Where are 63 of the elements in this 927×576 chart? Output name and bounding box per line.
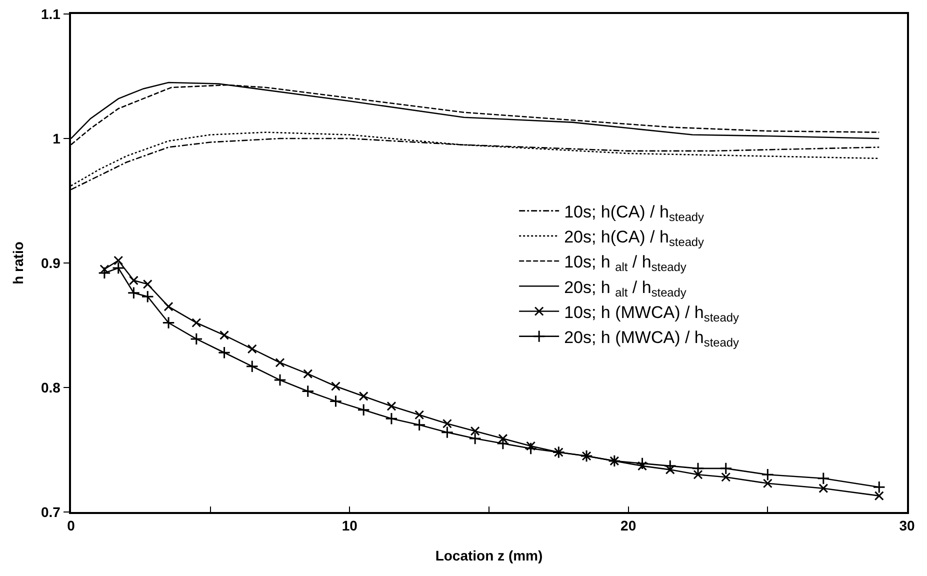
x-axis-title: Location z (mm) [435, 547, 543, 564]
y-tick-label: 0.8 [40, 379, 61, 396]
point [385, 412, 398, 425]
point [220, 330, 230, 340]
point [720, 462, 732, 475]
point [762, 478, 772, 488]
point [412, 418, 426, 432]
point [386, 401, 396, 411]
point [128, 276, 138, 286]
point [112, 262, 125, 274]
y-tick-label: 1 [52, 130, 61, 146]
point [442, 418, 452, 428]
point [246, 360, 258, 373]
point [440, 426, 454, 439]
point [470, 426, 480, 436]
point [526, 441, 536, 451]
point [638, 461, 648, 471]
point [693, 470, 703, 480]
point [247, 344, 257, 354]
point [142, 279, 152, 289]
x-tick-label: 20 [620, 518, 636, 534]
point [329, 394, 342, 408]
point [817, 472, 830, 485]
y-tick-label: 0.9 [40, 254, 61, 271]
point [98, 266, 111, 280]
x-tick-label: 0 [67, 518, 76, 534]
point [162, 316, 175, 330]
point [302, 384, 314, 398]
point [358, 391, 368, 401]
point [330, 382, 340, 391]
point [414, 410, 424, 420]
legend-label: 20s; h $_{alt}$ / h$_{steady}$ [564, 278, 686, 300]
point [468, 432, 482, 445]
point [141, 290, 154, 303]
point [761, 468, 774, 481]
point [874, 491, 884, 501]
point [192, 318, 202, 328]
point [127, 286, 140, 300]
legend-label: 10s; h (MWCA) / h$_{steady}$ [564, 302, 739, 324]
point [524, 442, 538, 455]
point [721, 472, 731, 482]
x-tick-label: 10 [342, 518, 358, 534]
y-axis-title: h ratio [10, 242, 26, 284]
point [164, 302, 174, 312]
point [303, 369, 313, 379]
y-tick-label: 1.1 [40, 6, 61, 22]
point [218, 346, 231, 359]
point [274, 374, 286, 386]
point [665, 464, 675, 474]
y-tick-label: 0.7 [40, 504, 61, 520]
point [818, 484, 828, 494]
point [275, 358, 285, 368]
legend-label: 20s; h (MWCA) / h$_{steady}$ [564, 328, 739, 350]
point [357, 404, 370, 416]
point [664, 460, 676, 472]
point [692, 462, 704, 475]
point [114, 256, 124, 266]
point [636, 457, 649, 470]
point [190, 332, 203, 346]
legend-label: 10s; h(CA) / h$_{steady}$ [564, 202, 704, 224]
x-tick-label: 30 [899, 518, 915, 534]
legend-label: 10s; h $_{alt}$ / h$_{steady}$ [564, 252, 686, 274]
legend-label: 20s; h(CA) / h$_{steady}$ [564, 228, 704, 250]
